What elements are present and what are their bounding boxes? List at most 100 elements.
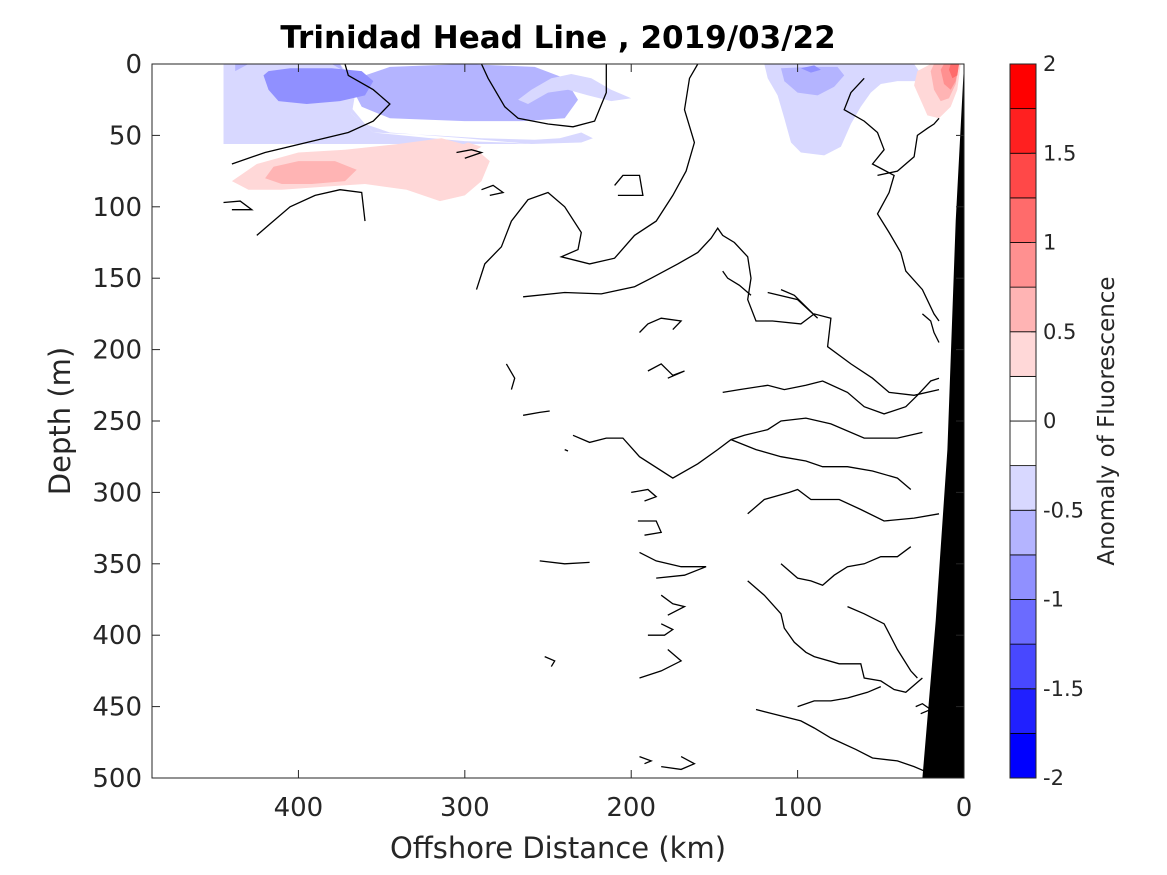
anomaly-patch-negative-3	[263, 68, 374, 104]
zero-contour-line-37	[505, 363, 516, 390]
colorbar-tick-label: 1	[1043, 231, 1056, 255]
y-tick-label: 250	[92, 407, 142, 437]
colorbar-swatch	[1009, 375, 1037, 422]
seafloor-mask	[922, 64, 964, 778]
y-tick-label: 400	[92, 621, 142, 651]
zero-contour-line-31	[564, 449, 569, 452]
colorbar-tick-label: -2	[1043, 766, 1064, 790]
colorbar-swatch	[1009, 331, 1037, 377]
y-tick-label: 300	[92, 478, 142, 508]
anomaly-patches	[223, 64, 961, 202]
x-tick-label: 300	[440, 793, 490, 823]
colorbar-swatch	[1009, 554, 1037, 600]
colorbar-swatch	[1009, 152, 1037, 199]
plot-area: 400 300 200 100 0 0 50 100 150 200 250 300 350 400 45…	[92, 50, 972, 823]
colorbar-swatch	[1009, 420, 1037, 467]
land-mask	[922, 64, 964, 778]
zero-contour-line-36	[921, 313, 940, 343]
zero-contour-line-16	[747, 580, 923, 694]
y-tick-label: 350	[92, 550, 142, 580]
colorbar-tick-label: -0.5	[1043, 498, 1084, 522]
zero-contour-line-26	[647, 623, 675, 636]
chart-title: Trinidad Head Line , 2019/03/22	[280, 20, 835, 56]
colorbar-swatch	[1009, 286, 1037, 333]
zero-contour-line-0	[231, 63, 391, 165]
colorbar: -2 -1.5 -1 -0.5 0 0.5 1 1.5 2 Anomaly of Fluores…	[1009, 52, 1120, 790]
zero-contour-line-4	[481, 184, 505, 197]
colorbar-tick-label: 2	[1043, 52, 1056, 76]
x-tick-label: 0	[956, 793, 973, 823]
zero-contour-line-33	[755, 708, 940, 776]
zero-contour-line-17	[847, 606, 918, 679]
anomaly-patch-positive-9	[265, 161, 357, 184]
zero-contour-line-34	[797, 686, 882, 708]
zero-contour-line-38	[639, 755, 653, 765]
y-axis-ticks: 0 50 100 150 200 250 300 350 400 450 500	[92, 50, 964, 794]
x-axis-label: Offshore Distance (km)	[390, 831, 726, 865]
colorbar-tick-label: -1	[1043, 588, 1064, 612]
x-tick-label: 200	[606, 793, 656, 823]
y-tick-label: 100	[92, 193, 142, 223]
anomaly-patch-positive-14	[949, 64, 959, 79]
zero-contour-line-6	[475, 63, 699, 290]
zero-contour-line-2	[256, 189, 366, 236]
zero-contour-line-14	[730, 438, 912, 490]
zero-contour-line-3	[456, 149, 484, 159]
zero-contour-line-5	[480, 63, 607, 128]
zero-contour-line-12	[722, 377, 940, 415]
colorbar-swatch	[1009, 465, 1037, 511]
colorbar-swatch	[1009, 732, 1037, 779]
zero-contour-line-27	[639, 649, 683, 679]
zero-contour-line-28	[661, 756, 696, 771]
colorbar-tick-label: 0.5	[1043, 320, 1076, 344]
y-tick-label: 150	[92, 264, 142, 294]
y-axis-label: Depth (m)	[43, 347, 77, 495]
zero-contour-line-10	[843, 77, 940, 322]
colorbar-tick-label: 1.5	[1043, 141, 1076, 165]
zero-contour-line-18	[780, 546, 912, 586]
colorbar-tick-label: -1.5	[1043, 677, 1084, 701]
zero-contour-line-1	[223, 200, 254, 211]
anomaly-patch-negative-7	[800, 65, 821, 73]
zero-contour-line-29	[544, 656, 556, 667]
zero-contour-line-22	[637, 520, 663, 536]
zero-contour-line-15	[747, 488, 940, 522]
zero-contour-line-9	[767, 289, 819, 319]
x-tick-label: 100	[773, 793, 823, 823]
colorbar-swatches	[1009, 63, 1037, 779]
zero-contour-line-19	[639, 317, 683, 333]
zero-contour-line-24	[539, 560, 590, 565]
anomaly-patch-positive-10	[456, 142, 482, 153]
zero-contour-line-35	[722, 270, 752, 296]
zero-contour-line-21	[631, 488, 658, 502]
colorbar-label: Anomaly of Fluorescence	[1094, 276, 1120, 565]
y-tick-label: 450	[92, 693, 142, 723]
anomaly-patch-negative-6	[781, 66, 845, 96]
zero-contour-line-11	[877, 117, 940, 177]
colorbar-swatch	[1009, 509, 1037, 556]
colorbar-swatch	[1009, 63, 1037, 110]
zero-contour-line-7	[614, 174, 644, 197]
colorbar-ticks: -2 -1.5 -1 -0.5 0 0.5 1 1.5 2	[1031, 52, 1084, 790]
anomaly-patch-negative-4	[518, 74, 632, 104]
colorbar-swatch	[1009, 643, 1037, 690]
y-tick-label: 200	[92, 336, 142, 366]
y-tick-label: 500	[92, 764, 142, 794]
zero-contour-line-20	[647, 363, 685, 379]
colorbar-swatch	[1009, 599, 1037, 645]
colorbar-tick-label: 0	[1043, 409, 1056, 433]
anomaly-patch-positive-8	[231, 138, 490, 202]
anomaly-patch-negative-2	[235, 64, 578, 122]
x-axis-ticks: 400 300 200 100 0	[274, 64, 973, 823]
zero-contour-line-32	[915, 702, 933, 715]
zero-contour-line-23	[639, 551, 707, 579]
colorbar-swatch	[1009, 197, 1037, 243]
y-tick-label: 0	[125, 50, 142, 80]
colorbar-swatch	[1009, 108, 1037, 154]
zero-contour-line-8	[523, 227, 940, 396]
colorbar-swatch	[1009, 688, 1037, 734]
zero-contour-line-25	[660, 594, 687, 616]
zero-contour-line-30	[522, 410, 550, 416]
colorbar-swatch	[1009, 242, 1037, 288]
